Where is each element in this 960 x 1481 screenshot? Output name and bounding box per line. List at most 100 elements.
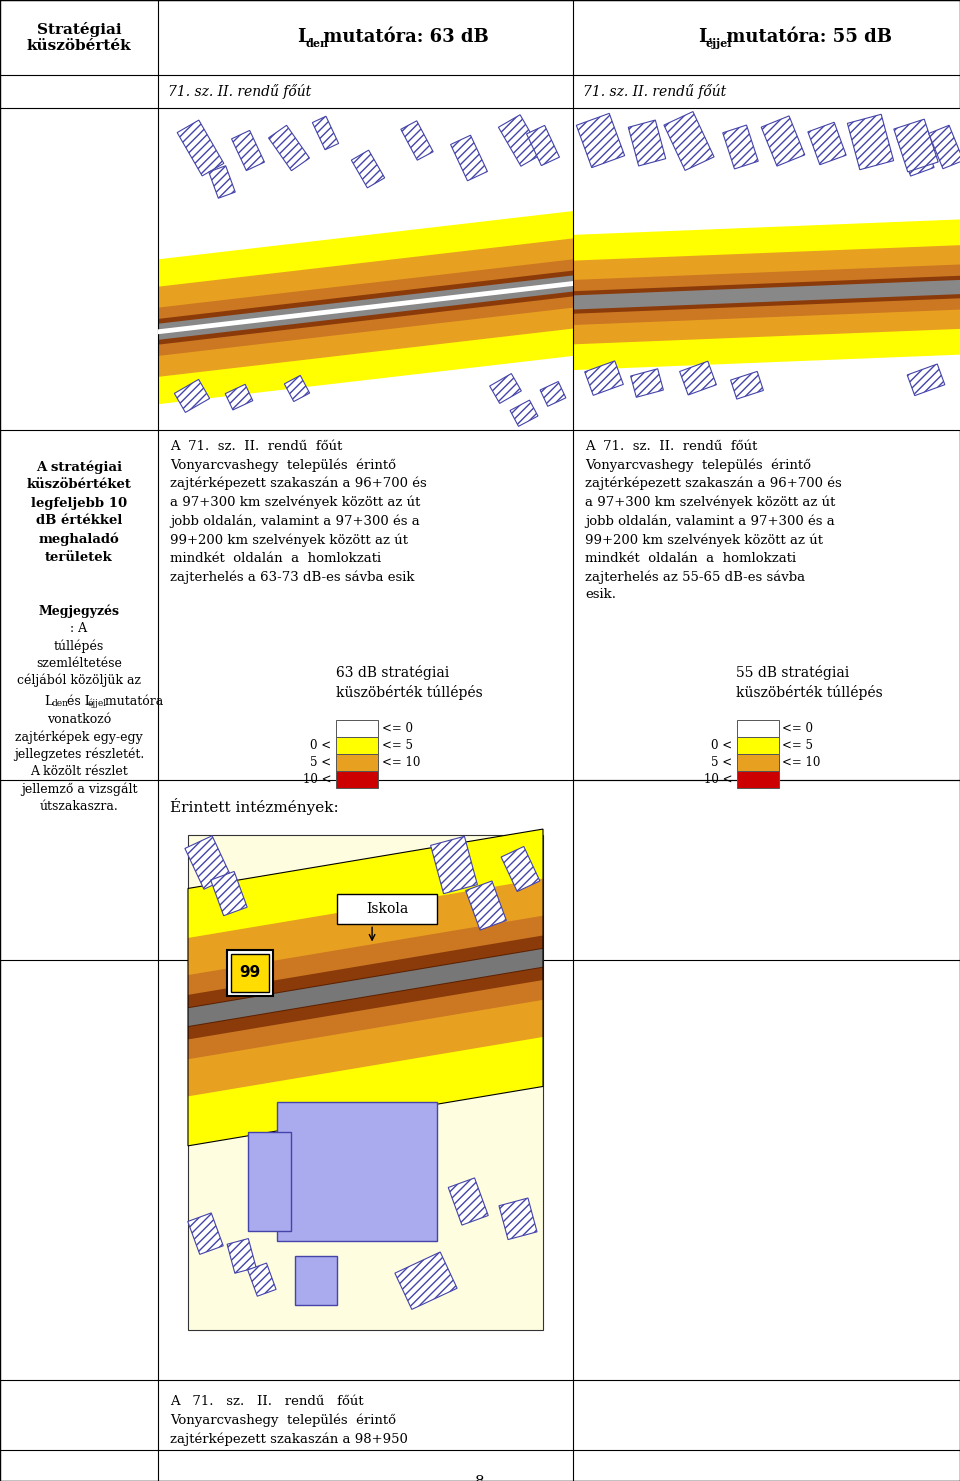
Bar bbox=[731, 372, 763, 398]
Bar bbox=[284, 375, 310, 401]
Polygon shape bbox=[158, 210, 573, 404]
Bar bbox=[736, 720, 779, 738]
Text: den: den bbox=[305, 39, 328, 49]
Bar bbox=[175, 379, 209, 412]
Text: <= 5: <= 5 bbox=[381, 739, 413, 752]
Bar bbox=[897, 130, 934, 176]
Text: mutatóra: 55 dB: mutatóra: 55 dB bbox=[720, 28, 892, 46]
Polygon shape bbox=[573, 275, 960, 314]
Text: 5 <: 5 < bbox=[711, 755, 732, 769]
Text: 55 dB stratégiai
küszöbérték túllépés: 55 dB stratégiai küszöbérték túllépés bbox=[736, 665, 883, 701]
Bar bbox=[680, 361, 716, 395]
Text: L: L bbox=[297, 28, 310, 46]
Bar bbox=[335, 738, 377, 754]
Text: 71. sz. II. rendű főút: 71. sz. II. rendű főút bbox=[583, 84, 727, 99]
Bar bbox=[466, 881, 506, 930]
Bar bbox=[335, 754, 377, 772]
Bar bbox=[227, 949, 273, 995]
Bar bbox=[808, 123, 846, 164]
Text: A  71.  sz.  II.  rendű  főút
Vonyarcvashegy  település  érintő
zajtérképezett s: A 71. sz. II. rendű főút Vonyarcvashegy … bbox=[170, 440, 427, 584]
Polygon shape bbox=[188, 936, 543, 1040]
Bar bbox=[337, 895, 437, 924]
Polygon shape bbox=[573, 280, 960, 310]
Polygon shape bbox=[188, 878, 543, 1096]
Bar bbox=[501, 847, 540, 892]
Text: Stratégiai
küszöbérték: Stratégiai küszöbérték bbox=[27, 22, 132, 53]
Bar bbox=[736, 738, 779, 754]
Polygon shape bbox=[188, 949, 543, 1026]
Polygon shape bbox=[188, 948, 543, 1026]
Polygon shape bbox=[573, 281, 960, 308]
Text: A   71.   sz.   II.   rendű   főút
Vonyarcvashegy  település  érintő
zajtérképez: A 71. sz. II. rendű főút Vonyarcvashegy … bbox=[170, 1395, 408, 1445]
Bar bbox=[894, 118, 938, 172]
Bar bbox=[450, 135, 488, 181]
Bar bbox=[498, 114, 542, 166]
Bar bbox=[158, 108, 573, 429]
Polygon shape bbox=[573, 265, 960, 324]
Bar bbox=[664, 111, 714, 170]
Text: : A
túllépés
szemléltetése
céljából közöljük az: : A túllépés szemléltetése céljából közö… bbox=[17, 622, 141, 687]
Bar bbox=[585, 361, 623, 395]
Text: A stratégiai
küszöbértéket
legfeljebb 10
dB értékkel
meghaladó
területek: A stratégiai küszöbértéket legfeljebb 10… bbox=[27, 461, 132, 564]
Bar bbox=[628, 120, 665, 166]
Bar bbox=[210, 871, 247, 915]
Polygon shape bbox=[188, 915, 543, 1059]
Bar bbox=[907, 364, 945, 395]
Text: Érintett intézmények:: Érintett intézmények: bbox=[170, 798, 339, 815]
Text: és L: és L bbox=[63, 695, 93, 708]
Bar bbox=[576, 114, 625, 167]
Text: <= 0: <= 0 bbox=[381, 723, 413, 735]
Bar bbox=[736, 772, 779, 788]
Bar bbox=[631, 369, 663, 397]
Text: den: den bbox=[51, 699, 68, 708]
Bar bbox=[499, 1198, 537, 1240]
Text: L: L bbox=[698, 28, 710, 46]
Bar bbox=[848, 114, 894, 170]
Bar bbox=[276, 1102, 437, 1241]
Polygon shape bbox=[158, 277, 573, 338]
Bar bbox=[736, 754, 779, 772]
Bar bbox=[231, 130, 264, 170]
Polygon shape bbox=[158, 275, 573, 339]
Bar bbox=[295, 1256, 337, 1305]
Text: 10 <: 10 < bbox=[303, 773, 331, 786]
Bar bbox=[249, 1131, 291, 1231]
Text: 0 <: 0 < bbox=[711, 739, 732, 752]
Bar bbox=[401, 121, 433, 160]
Bar bbox=[723, 124, 758, 169]
Text: 10 <: 10 < bbox=[704, 773, 732, 786]
Text: 5 <: 5 < bbox=[310, 755, 331, 769]
Text: 99: 99 bbox=[239, 966, 260, 980]
Bar bbox=[448, 1177, 489, 1225]
Polygon shape bbox=[573, 219, 960, 370]
Bar bbox=[178, 120, 224, 176]
Text: <= 10: <= 10 bbox=[782, 755, 821, 769]
Bar bbox=[490, 373, 521, 403]
Text: 71. sz. II. rendű főút: 71. sz. II. rendű főút bbox=[168, 84, 311, 99]
Text: Megjegyzés: Megjegyzés bbox=[38, 606, 119, 619]
Bar bbox=[230, 954, 269, 992]
Bar bbox=[335, 772, 377, 788]
Polygon shape bbox=[158, 281, 573, 335]
Bar bbox=[269, 126, 309, 170]
Polygon shape bbox=[573, 246, 960, 345]
Text: mutatóra: mutatóra bbox=[101, 695, 163, 708]
Text: Iskola: Iskola bbox=[366, 902, 408, 917]
Bar bbox=[761, 116, 804, 166]
Text: 63 dB stratégiai
küszöbérték túllépés: 63 dB stratégiai küszöbérték túllépés bbox=[335, 665, 482, 701]
Text: <= 0: <= 0 bbox=[782, 723, 813, 735]
Bar bbox=[228, 1238, 256, 1274]
Bar bbox=[526, 126, 560, 166]
Text: éjjel: éjjel bbox=[87, 699, 106, 708]
Text: L: L bbox=[44, 695, 52, 708]
Polygon shape bbox=[158, 238, 573, 376]
Bar bbox=[540, 382, 565, 406]
Bar bbox=[431, 837, 477, 893]
Bar bbox=[208, 166, 235, 198]
Text: 8: 8 bbox=[475, 1475, 485, 1481]
Bar bbox=[928, 126, 960, 169]
Bar bbox=[395, 1251, 457, 1309]
Text: mutatóra: 63 dB: mutatóra: 63 dB bbox=[317, 28, 489, 46]
Bar bbox=[335, 720, 377, 738]
Bar bbox=[351, 150, 385, 188]
